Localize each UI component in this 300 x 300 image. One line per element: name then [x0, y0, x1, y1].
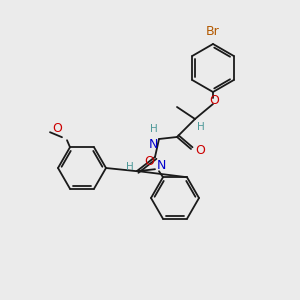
Text: N: N — [148, 138, 158, 151]
Text: H: H — [197, 122, 205, 132]
Text: O: O — [144, 155, 154, 168]
Text: O: O — [195, 143, 205, 157]
Text: N: N — [157, 159, 166, 172]
Text: H: H — [150, 124, 158, 134]
Text: H: H — [126, 162, 134, 172]
Text: Br: Br — [206, 25, 220, 38]
Text: O: O — [209, 94, 219, 107]
Text: O: O — [52, 122, 62, 135]
